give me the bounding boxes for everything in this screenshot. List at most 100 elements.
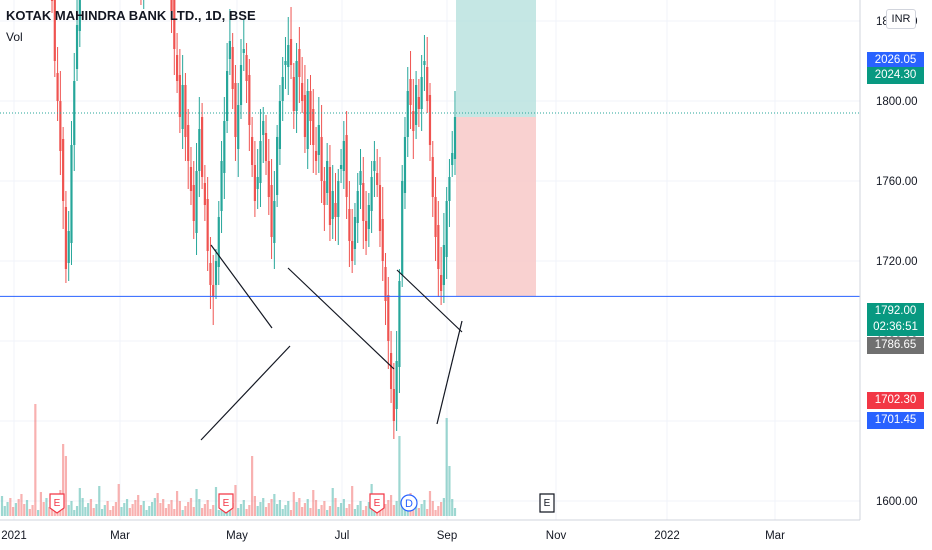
trendline [287, 267, 395, 370]
volume-bar [262, 498, 265, 516]
candle [314, 151, 318, 161]
profit-zone[interactable] [456, 0, 536, 117]
volume-bar [84, 507, 87, 516]
volume-bar [128, 508, 131, 516]
candle [217, 217, 220, 267]
volume-bar [87, 503, 90, 516]
candle [231, 47, 234, 89]
candle [200, 117, 204, 177]
candle [370, 177, 373, 211]
volume-bar [431, 501, 434, 516]
volume-bar [214, 487, 218, 516]
volume-bar [440, 502, 443, 516]
candle [337, 181, 340, 217]
volume-bar [292, 492, 295, 516]
volume-bar [356, 505, 359, 516]
volume-bar [195, 489, 198, 516]
candle [334, 203, 337, 217]
candle [239, 65, 243, 105]
candle [387, 295, 390, 341]
earnings-marker[interactable]: E [369, 493, 385, 514]
time-axis: 2021 Mar May Jul Sep Nov 2022 Mar [0, 519, 860, 542]
volume-bar [9, 498, 12, 516]
volume-bar [203, 504, 206, 516]
volume-bar [326, 510, 329, 516]
volume-bar [175, 491, 179, 516]
candle [303, 95, 307, 137]
volume-bar [314, 500, 318, 516]
volume-bar [120, 507, 123, 516]
volume-bar [212, 505, 215, 516]
volume-bar [117, 484, 120, 516]
trendline [396, 269, 463, 333]
volume-bar [42, 502, 45, 516]
candle [242, 49, 245, 53]
volume-bar [159, 503, 162, 516]
volume-bar [287, 501, 290, 516]
volume-bar [442, 498, 445, 516]
volume-bar [103, 505, 106, 516]
candle [50, 0, 54, 1]
volume-bar [164, 508, 168, 516]
candle [373, 161, 376, 171]
volume-bar [323, 501, 326, 516]
candle [445, 201, 448, 257]
currency-button[interactable]: INR [886, 9, 916, 29]
chart-grid [0, 0, 860, 520]
price-tag-lower-line: 1701.45 [867, 412, 924, 429]
candle [262, 121, 265, 135]
volume-bar [162, 499, 165, 516]
candle [420, 77, 423, 109]
volume-bar [428, 491, 432, 516]
earnings-marker[interactable]: E [218, 493, 234, 514]
candle [451, 153, 454, 165]
volume-bar [251, 456, 254, 516]
earnings-marker[interactable]: E [539, 493, 555, 513]
candle [409, 79, 412, 105]
volume-bar [112, 506, 115, 516]
price-tag-target: 2024.30 [867, 67, 924, 84]
candle [184, 85, 187, 137]
volume-bar [448, 466, 451, 516]
volume-bar [231, 503, 234, 516]
candle [256, 177, 259, 189]
candle [448, 177, 451, 201]
volume-bar [123, 503, 126, 516]
candle [423, 61, 426, 65]
volume-bar [23, 504, 26, 516]
loss-zone[interactable] [456, 117, 536, 297]
volume-bar [92, 508, 95, 516]
volume-bar [426, 509, 429, 516]
candle [381, 219, 384, 261]
candle [284, 61, 287, 65]
candle [295, 61, 298, 111]
candle [312, 109, 315, 145]
earnings-marker[interactable]: E [49, 493, 65, 514]
volume-bar [392, 505, 395, 516]
trendline [436, 320, 463, 425]
volume-bar [48, 507, 51, 516]
candle [345, 135, 348, 197]
candle [264, 133, 268, 161]
volume-bar [187, 502, 190, 516]
candle [384, 267, 387, 301]
candle [437, 225, 440, 269]
symbol-title[interactable]: KOTAK MAHINDRA BANK LTD., 1D, BSE [6, 8, 256, 23]
volume-bar [45, 498, 48, 516]
volume-indicator-label[interactable]: Vol [6, 30, 23, 44]
candle [301, 83, 304, 101]
price-tag-upper-line: 2026.05 [867, 52, 924, 69]
svg-text:E: E [374, 498, 381, 509]
candle [428, 95, 432, 145]
candle [73, 81, 76, 145]
dividend-marker[interactable]: D [400, 494, 418, 512]
candle [309, 91, 312, 121]
volume-bar [359, 501, 362, 516]
volume-bar [320, 505, 323, 516]
volume-bar [98, 486, 101, 516]
time-tick-label: 2022 [654, 530, 680, 542]
candle [234, 83, 237, 137]
candle [209, 263, 212, 285]
candle [276, 137, 279, 195]
